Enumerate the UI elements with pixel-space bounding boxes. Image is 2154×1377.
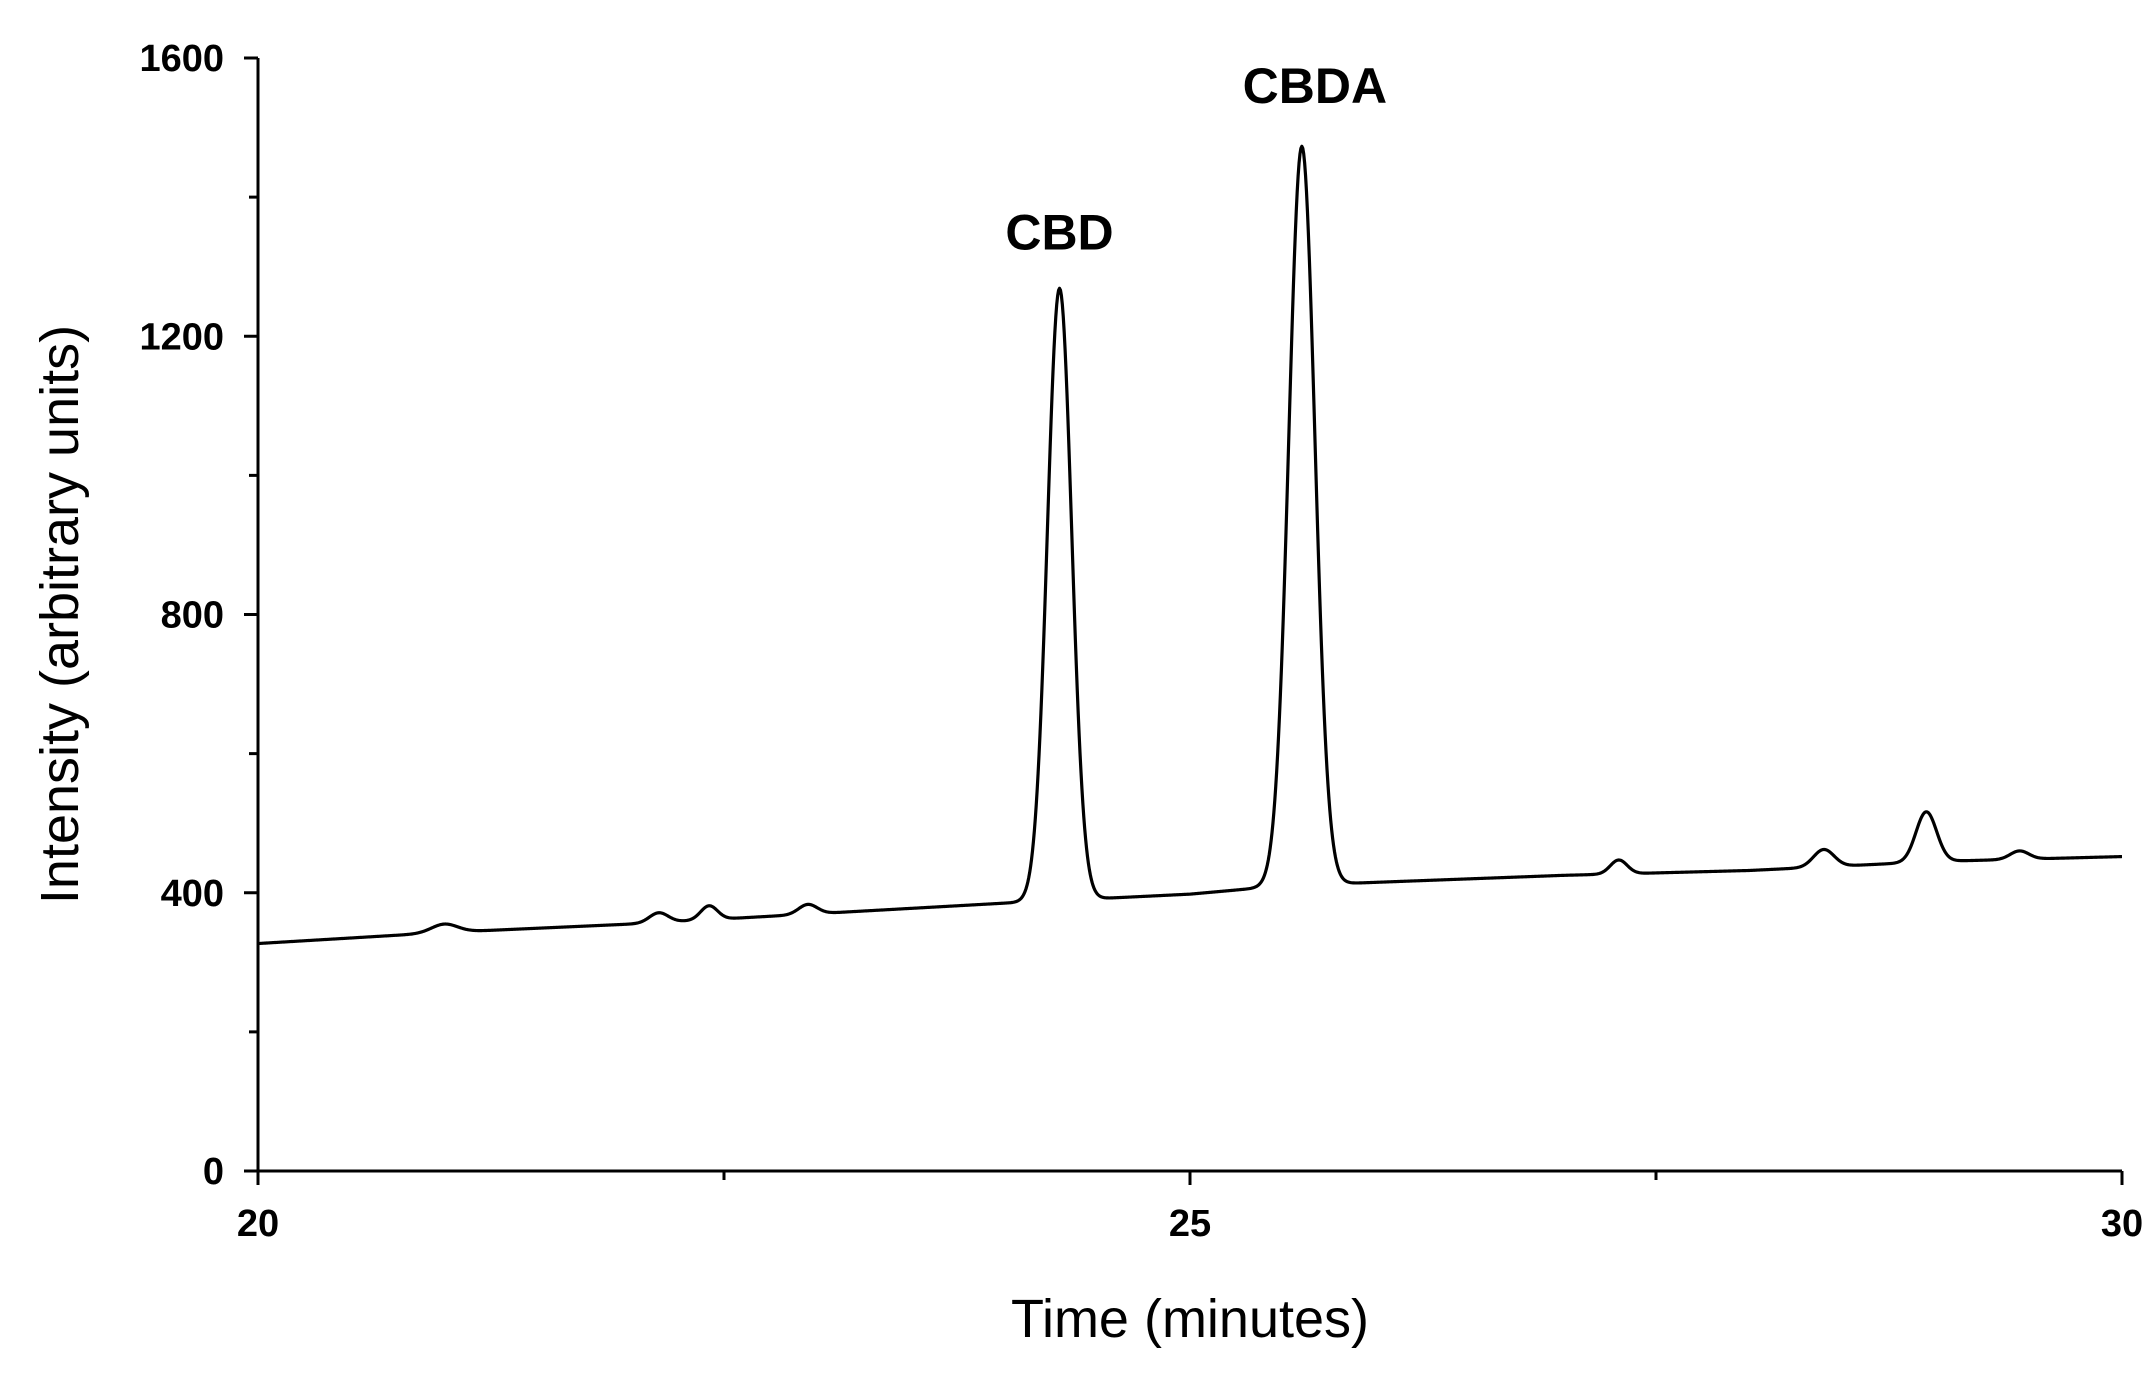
- chromatogram-trace: [257, 144, 2123, 946]
- y-axis-title: Intensity (arbitrary units): [30, 325, 90, 904]
- y-tick-label: 1200: [139, 316, 224, 358]
- y-tick-label: 800: [161, 595, 224, 637]
- axes: [256, 58, 2122, 1173]
- y-tick-label: 1600: [139, 38, 224, 80]
- x-tick-label: 20: [237, 1203, 279, 1245]
- tick-labels: 20 25 30 0 400 800 1200 1600: [139, 38, 2143, 1245]
- x-tick-label: 25: [1169, 1203, 1211, 1245]
- y-tick-label: 400: [161, 873, 224, 915]
- x-tick-label: 30: [2101, 1203, 2143, 1245]
- y-tick-label: 0: [203, 1151, 224, 1193]
- peak-label-cbda: CBDA: [1243, 58, 1387, 114]
- peak-label-cbd: CBD: [1005, 204, 1113, 260]
- x-axis-title: Time (minutes): [1011, 1289, 1369, 1349]
- peak-annotations: CBD CBDA: [1005, 58, 1387, 260]
- ticks: [244, 56, 2124, 1185]
